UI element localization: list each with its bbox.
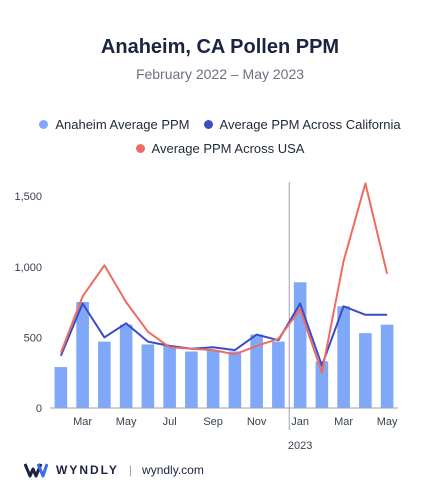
bar	[250, 334, 263, 408]
x-tick-label: May	[377, 416, 398, 428]
footer: WYNDLY | wyndly.com	[24, 462, 204, 478]
legend-swatch-california	[203, 120, 213, 129]
bar	[119, 324, 133, 408]
footer-url[interactable]: wyndly.com	[142, 463, 204, 477]
x-tick-label: May	[116, 416, 137, 428]
bar	[206, 350, 220, 408]
legend-label-anaheim: Anaheim Average PPM	[55, 117, 190, 132]
x-tick-label: Mar	[73, 416, 92, 428]
bar	[185, 351, 198, 408]
bar	[98, 341, 111, 408]
wyndly-logo-icon	[24, 462, 48, 478]
legend-swatch-anaheim	[39, 120, 49, 129]
bar	[337, 306, 350, 408]
y-tick-label: 0	[36, 403, 42, 415]
california-line	[59, 302, 388, 367]
y-tick-label: 500	[24, 332, 42, 344]
x-tick-label: Jul	[163, 416, 177, 428]
bar	[228, 351, 242, 408]
x-tick-label: Mar	[334, 416, 353, 428]
legend-row-2: Average PPM Across USA	[0, 141, 440, 156]
bar	[359, 333, 372, 408]
y-tick-label: 1,000	[14, 262, 42, 274]
chart-title: Anaheim, CA Pollen PPM	[100, 36, 340, 58]
bar	[76, 302, 89, 408]
legend-label-usa: Average PPM Across USA	[151, 141, 305, 156]
pollen-chart: 0 500 1,000 1,500 Mar May Jul Sep Nov Jan Mar May 20…	[14, 182, 398, 452]
chart-subtitle: February 2022 – May 2023	[135, 66, 305, 82]
year-label: 2023	[288, 440, 312, 452]
brand-name: WYNDLY	[56, 463, 119, 477]
bar	[163, 345, 176, 408]
legend-swatch-usa	[135, 144, 145, 153]
bar	[141, 344, 155, 408]
legend-item-usa: Average PPM Across USA	[135, 141, 305, 156]
legend-label-california: Average PPM Across California	[219, 117, 401, 132]
usa-line	[59, 182, 389, 374]
footer-separator: |	[128, 463, 133, 477]
x-tick-label: Jan	[291, 416, 309, 428]
x-tick-label: Nov	[247, 416, 267, 428]
bar	[54, 367, 68, 408]
bar	[272, 341, 285, 408]
bar	[315, 361, 329, 408]
y-tick-label: 1,500	[14, 191, 42, 203]
x-tick-label: Sep	[203, 416, 223, 428]
legend-item-california: Average PPM Across California	[203, 117, 401, 132]
bar	[380, 324, 394, 408]
bar	[293, 282, 307, 408]
legend-item-anaheim: Anaheim Average PPM	[39, 117, 190, 132]
legend-row-1: Anaheim Average PPM Average PPM Across C…	[0, 117, 440, 132]
